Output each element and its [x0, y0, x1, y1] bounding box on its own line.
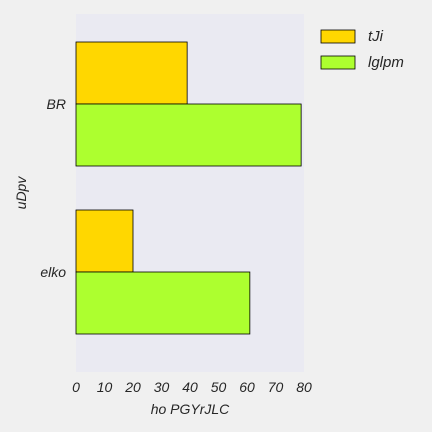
y-tick-elko: elko [40, 264, 66, 280]
y-tick-br: BR [47, 96, 66, 112]
legend-swatch-tji [320, 29, 356, 44]
bar-tji-br [75, 41, 188, 105]
x-tick-40: 40 [182, 379, 198, 395]
bar-tji-elko [75, 209, 134, 273]
x-tick-20: 20 [124, 379, 141, 395]
x-tick-80: 80 [296, 379, 312, 395]
legend-swatch-lglpm [320, 55, 356, 70]
legend-label-tji: tJi [368, 28, 384, 45]
x-tick-70: 70 [268, 379, 284, 395]
x-tick-0: 0 [72, 379, 80, 395]
y-axis-label: uDpv [13, 176, 29, 210]
y-tick-labels: BR elko [40, 96, 66, 280]
bar-lglpm-elko [75, 271, 251, 335]
x-axis-label: ho PGYrJLC [151, 401, 230, 417]
bar-lglpm-br [75, 103, 302, 167]
x-tick-50: 50 [211, 379, 227, 395]
legend: tJi lglpm [320, 28, 404, 71]
legend-label-lglpm: lglpm [368, 54, 404, 71]
bars-group [75, 41, 302, 335]
x-tick-10: 10 [97, 379, 113, 395]
x-tick-30: 30 [154, 379, 170, 395]
x-tick-60: 60 [239, 379, 255, 395]
x-tick-labels: 0 10 20 30 40 50 60 70 80 [72, 379, 312, 395]
